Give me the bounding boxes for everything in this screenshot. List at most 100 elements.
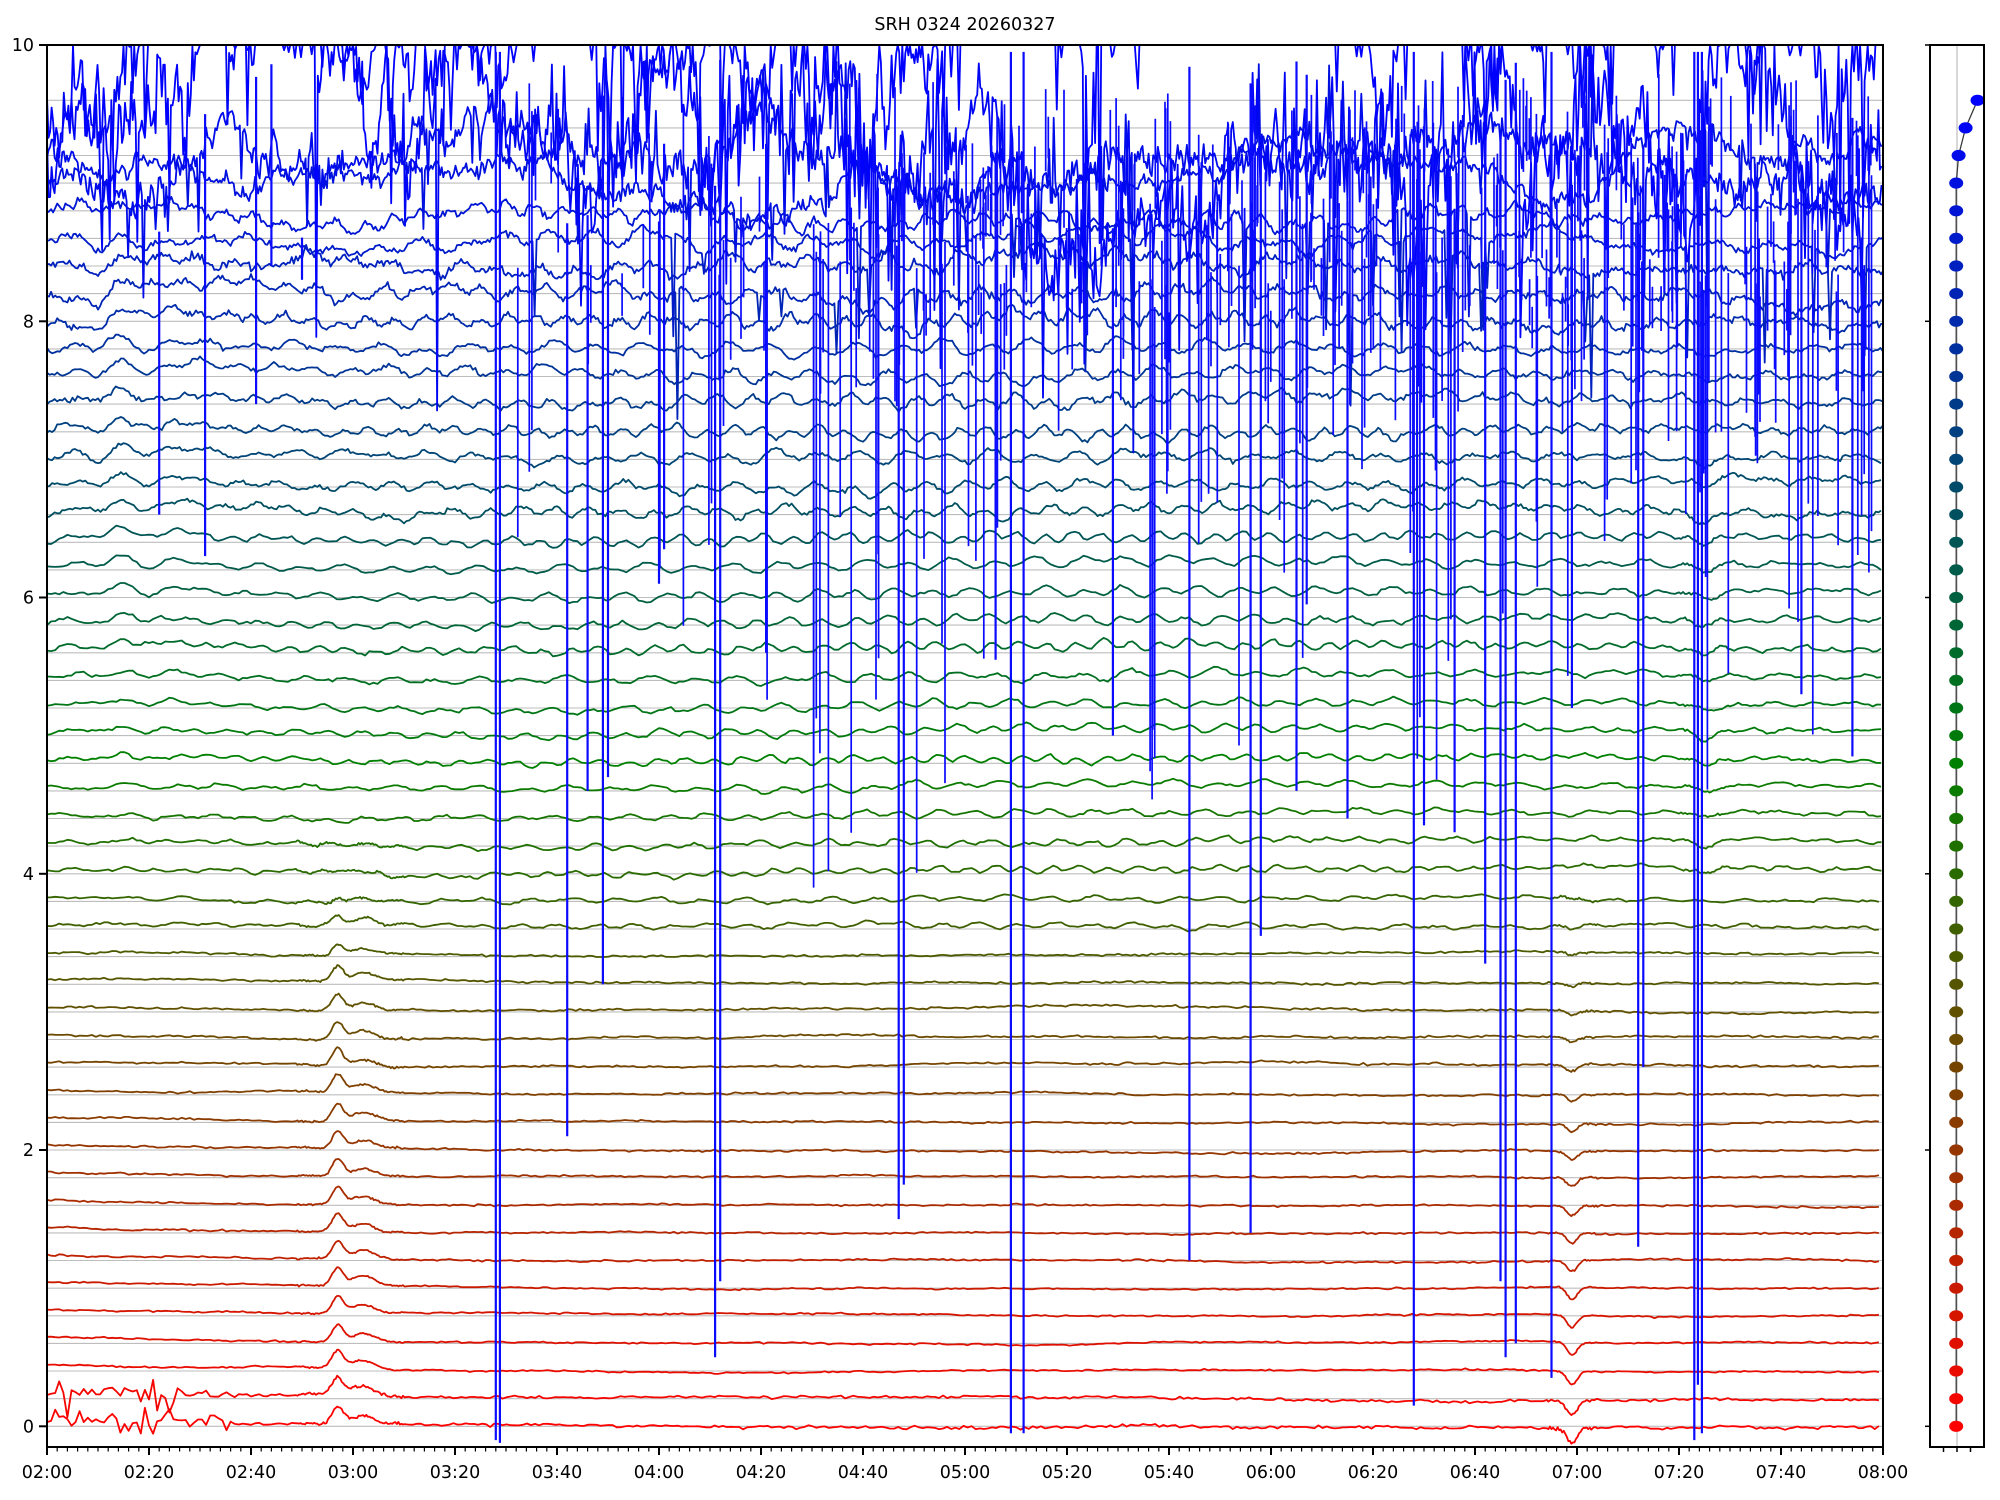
spectrum-dot-22 [1949, 812, 1964, 825]
trace-7 [46, 1212, 1880, 1245]
spectrum-dot-44 [1949, 205, 1964, 217]
x-tick-label: 06:40 [1450, 1463, 1500, 1483]
trace-14 [46, 1021, 1879, 1044]
x-tick-label: 05:20 [1042, 1463, 1092, 1483]
trace-36 [46, 416, 1884, 444]
x-tick-label: 04:20 [736, 1463, 786, 1483]
trace-39 [46, 333, 1884, 361]
trace-32 [46, 524, 1882, 549]
trace-40 [46, 303, 1884, 340]
x-tick-label: 02:20 [124, 1463, 174, 1483]
trace-11 [46, 1102, 1879, 1134]
trace-18 [46, 914, 1879, 933]
trace-19 [46, 893, 1880, 906]
spectrum-dot-25 [1949, 730, 1964, 742]
x-tick-label: 08:00 [1858, 1463, 1908, 1483]
trace-42 [46, 241, 1884, 399]
spectrum-dot-26 [1949, 702, 1964, 714]
spectrum-dot-3 [1949, 1337, 1964, 1349]
spectrum-dot-35 [1949, 453, 1964, 465]
spectrum-dot-41 [1949, 288, 1964, 300]
trace-27 [46, 665, 1882, 687]
chart-title: SRH 0324 20260327 [874, 15, 1055, 35]
trace-28 [46, 637, 1882, 658]
trace-15 [46, 992, 1879, 1017]
x-tick-label: 03:20 [430, 1463, 480, 1483]
x-tick-label: 04:40 [838, 1463, 888, 1483]
x-tick-label: 07:00 [1552, 1463, 1602, 1483]
spectrum-dot-31 [1949, 564, 1964, 576]
spectrum-dot-2 [1949, 1365, 1964, 1377]
trace-9 [46, 1158, 1880, 1187]
spectrum-dot-5 [1949, 1282, 1964, 1294]
spectrum-dot-0 [1949, 1420, 1964, 1432]
y-tick-label: 0 [23, 1417, 34, 1437]
trace-29 [46, 612, 1882, 632]
spike-lines [158, 51, 1873, 1443]
trace-5 [46, 1266, 1880, 1301]
trace-12 [46, 1073, 1880, 1103]
spectrum-dot-7 [1949, 1227, 1964, 1239]
spectrum-dot-6 [1949, 1254, 1964, 1267]
spectrum-dot-12 [1949, 1089, 1964, 1101]
spectrum-dot-18 [1949, 923, 1964, 935]
spectrum-dot-11 [1949, 1116, 1964, 1128]
gridlines [47, 99, 1883, 1427]
trace-23 [46, 777, 1882, 795]
trace-37 [46, 385, 1884, 413]
trace-43 [46, 218, 1884, 359]
trace-13 [46, 1046, 1879, 1073]
x-tick-label: 05:40 [1144, 1463, 1194, 1483]
trace-8 [46, 1185, 1879, 1218]
trace-20 [46, 862, 1882, 881]
y-tick-label: 2 [23, 1141, 34, 1161]
x-tick-label: 03:00 [328, 1463, 378, 1483]
spectrum-dot-13 [1949, 1061, 1964, 1073]
y-tick-label: 8 [23, 312, 34, 332]
x-tick-label: 06:00 [1246, 1463, 1296, 1483]
spectrum-dot-19 [1949, 895, 1964, 908]
spectrum-dot-48 [1970, 94, 1985, 106]
spectrum-dot-16 [1949, 978, 1964, 990]
x-tick-label: 06:20 [1348, 1463, 1398, 1483]
trace-4 [46, 1295, 1879, 1329]
x-tick-label: 04:00 [634, 1463, 684, 1483]
spectrum-dot-15 [1949, 1006, 1964, 1018]
trace-6 [46, 1239, 1880, 1272]
spectrum-dot-14 [1949, 1033, 1964, 1046]
spectrum-dot-21 [1949, 840, 1964, 852]
trace-41 [46, 273, 1884, 421]
trace-21 [46, 834, 1882, 853]
x-tick-label: 05:00 [940, 1463, 990, 1483]
spectrum-dot-46 [1951, 149, 1966, 162]
spectrum-dot-24 [1949, 757, 1964, 769]
spectrum-dot-43 [1949, 232, 1964, 244]
spectrum-dot-38 [1949, 370, 1964, 383]
trace-22 [46, 806, 1882, 824]
trace-31 [46, 554, 1882, 576]
trace-10 [46, 1130, 1880, 1161]
spectrum-dot-4 [1949, 1310, 1964, 1322]
spectrum-dot-30 [1949, 591, 1964, 604]
trace-33 [46, 497, 1882, 526]
trace-1 [46, 1374, 1880, 1419]
spectrum-dot-20 [1949, 868, 1964, 880]
x-tick-label: 02:00 [22, 1463, 72, 1483]
spectrum-dot-40 [1949, 315, 1964, 327]
spectrum-dot-34 [1949, 481, 1964, 493]
spectrum-dot-32 [1949, 536, 1964, 548]
spectrum-dot-1 [1949, 1393, 1964, 1405]
spectrum-dot-9 [1949, 1172, 1964, 1184]
spectrum-dot-8 [1949, 1199, 1964, 1211]
trace-25 [46, 721, 1882, 743]
trace-2 [46, 1348, 1880, 1386]
spectrum-dot-47 [1958, 122, 1973, 134]
spectrum-dot-28 [1949, 647, 1964, 659]
y-tick-label: 4 [23, 865, 34, 885]
trace-16 [46, 964, 1879, 989]
trace-38 [46, 355, 1884, 388]
spectrum-panel [1925, 44, 1985, 1452]
y-tick-label: 6 [23, 589, 34, 609]
spectrum-dot-17 [1949, 951, 1964, 963]
